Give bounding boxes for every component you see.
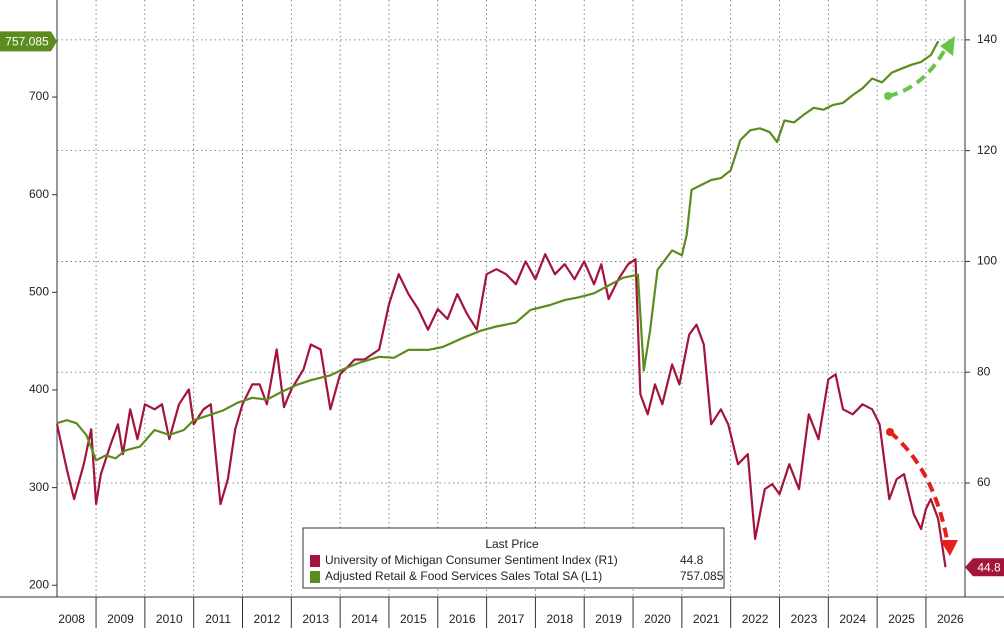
x-tick-label: 2025 xyxy=(888,612,915,626)
legend-label: Adjusted Retail & Food Services Sales To… xyxy=(325,569,602,583)
x-tick-label: 2014 xyxy=(351,612,378,626)
legend-swatch xyxy=(310,571,320,583)
legend: University of Michigan Consumer Sentimen… xyxy=(310,553,724,583)
x-tick-label: 2023 xyxy=(791,612,818,626)
legend-label: University of Michigan Consumer Sentimen… xyxy=(325,553,618,567)
series-line xyxy=(56,40,940,462)
last-badge xyxy=(965,558,1004,577)
plot-area xyxy=(55,0,965,596)
legend-value: 757.085 xyxy=(680,569,724,583)
y-tick-label: 500 xyxy=(29,285,49,299)
up-arrow xyxy=(887,43,950,98)
legend-swatch xyxy=(310,555,320,567)
legend-value: 44.8 xyxy=(680,553,704,567)
x-tick-label: 2024 xyxy=(839,612,866,626)
down-arrow xyxy=(888,430,950,546)
down-arrow-dot xyxy=(886,428,894,436)
x-tick-label: 2011 xyxy=(205,612,231,626)
x-tick-label: 2010 xyxy=(156,612,183,626)
x-tick-label: 2016 xyxy=(449,612,476,626)
last-badge-label: 44.8 xyxy=(977,560,1001,574)
x-tick-label: 2026 xyxy=(937,612,964,626)
x-tick-label: 2021 xyxy=(693,612,720,626)
x-tick-label: 2008 xyxy=(58,612,85,626)
y2-tick-label: 120 xyxy=(977,143,997,157)
y-tick-label: 700 xyxy=(29,89,49,103)
y-tick-label: 300 xyxy=(29,480,49,494)
y2-tick-label: 60 xyxy=(977,475,991,489)
series-line xyxy=(55,253,947,568)
y-tick-label: 400 xyxy=(29,382,49,396)
last-badge xyxy=(0,31,57,52)
x-tick-label: 2015 xyxy=(400,612,427,626)
last-badge-label: 757.085 xyxy=(5,34,49,48)
legend-title: Last Price xyxy=(485,537,539,551)
y-tick-label: 600 xyxy=(29,187,49,201)
x-tick-label: 2012 xyxy=(254,612,281,626)
up-arrow-head xyxy=(940,36,955,56)
down-arrow-head xyxy=(940,540,958,556)
y2-tick-label: 140 xyxy=(977,32,997,46)
y-tick-label: 200 xyxy=(29,577,49,591)
y2-tick-label: 100 xyxy=(977,254,997,268)
x-tick-label: 2022 xyxy=(742,612,769,626)
legend-box xyxy=(302,527,725,589)
x-tick-label: 2013 xyxy=(302,612,329,626)
x-tick-label: 2020 xyxy=(644,612,671,626)
up-arrow-dot xyxy=(884,92,892,100)
x-tick-label: 2009 xyxy=(107,612,134,626)
x-tick-label: 2017 xyxy=(498,612,525,626)
y2-tick-label: 80 xyxy=(977,364,991,378)
x-tick-label: 2018 xyxy=(546,612,573,626)
x-tick-label: 2019 xyxy=(595,612,622,626)
